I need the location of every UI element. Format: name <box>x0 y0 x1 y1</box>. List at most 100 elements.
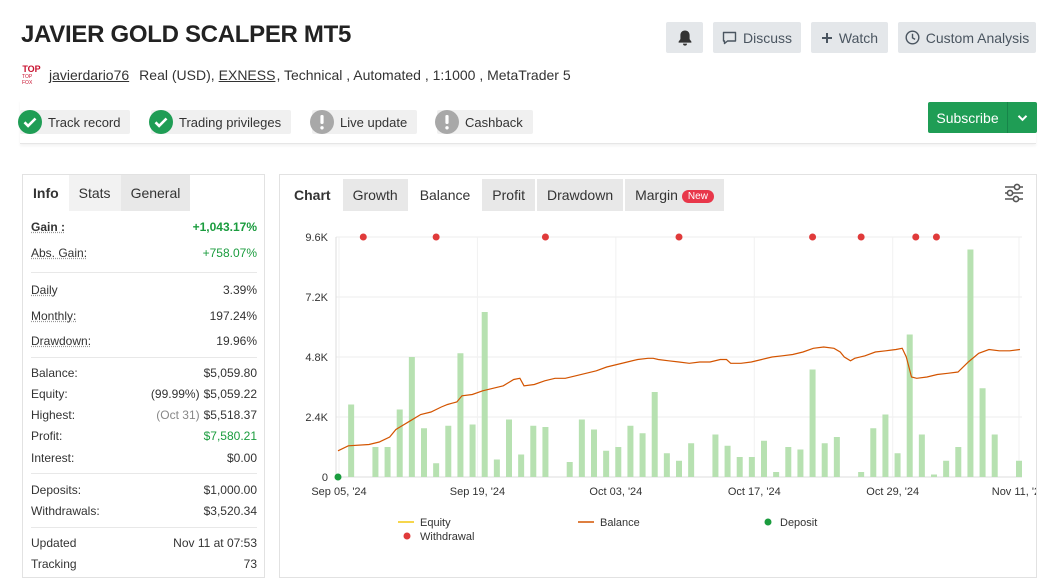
tab-balance[interactable]: Balance <box>409 179 481 211</box>
stat-label: Equity: <box>31 387 68 401</box>
stat-label[interactable]: Abs. Gain: <box>31 246 88 260</box>
settings-sliders-icon[interactable] <box>1002 181 1026 205</box>
profit-bar <box>991 434 998 477</box>
y-tick-label: 7.2K <box>305 292 328 304</box>
profit-bar <box>894 453 901 477</box>
stat-label: Updated <box>31 536 77 550</box>
trading-privileges-chip[interactable]: Trading privileges <box>149 110 292 134</box>
profit-bar <box>870 428 877 477</box>
profit-bar <box>1016 460 1022 477</box>
track-record-chip[interactable]: Track record <box>18 110 131 134</box>
subscribe-button[interactable]: Subscribe <box>936 109 999 126</box>
profit-bar <box>724 445 731 477</box>
profit-bar <box>542 427 549 477</box>
profit-bar <box>469 424 476 477</box>
withdrawal-point <box>857 233 865 241</box>
stat-label: Interest: <box>31 451 75 465</box>
tab-growth[interactable]: Growth <box>342 179 408 211</box>
profit-bar <box>639 433 646 477</box>
status-bar: Track record Trading privileges Live upd… <box>18 100 1036 144</box>
tab-profit[interactable]: Profit <box>482 179 535 211</box>
divider <box>31 527 257 528</box>
author-link[interactable]: javierdario76 <box>49 67 130 83</box>
custom-analysis-button[interactable]: Custom Analysis <box>898 22 1036 53</box>
tab-stats[interactable]: Stats <box>68 175 121 211</box>
watch-button[interactable]: Watch <box>811 22 888 53</box>
stat-tracking: Tracking 73 <box>31 557 257 571</box>
stat-value: $7,580.21 <box>203 429 257 443</box>
x-tick-label: Oct 17, '24 <box>728 486 781 498</box>
profit-bar <box>748 457 755 477</box>
plus-icon <box>821 32 833 44</box>
custom-analysis-label: Custom Analysis <box>925 29 1030 46</box>
profit-bar <box>421 428 427 477</box>
stat-label: Highest: <box>31 408 76 422</box>
withdrawal-point <box>932 233 940 241</box>
subscribe-dropdown-button[interactable] <box>1008 114 1037 122</box>
live-update-chip[interactable]: Live update <box>310 110 418 134</box>
profit-bar <box>955 447 962 477</box>
legend-deposit-swatch <box>764 518 772 526</box>
comment-icon <box>722 31 737 45</box>
profit-bar <box>712 434 719 477</box>
stat-label[interactable]: Gain : <box>31 220 66 234</box>
check-circle-icon <box>18 110 42 134</box>
bell-icon <box>677 29 693 47</box>
profit-bar <box>566 462 573 477</box>
notifications-button[interactable] <box>666 22 703 53</box>
broker-link[interactable]: EXNESS <box>218 67 276 83</box>
profit-bar <box>384 447 391 477</box>
x-tick-label: Sep 05, '24 <box>311 486 366 498</box>
profit-bar <box>578 419 585 477</box>
stat-updated: Updated Nov 11 at 07:53 <box>31 536 257 550</box>
stat-value: 3.39% <box>222 283 257 297</box>
tab-general[interactable]: General <box>120 175 191 211</box>
tab-drawdown[interactable]: Drawdown <box>536 179 624 211</box>
author-logo: TOP TOP FOX <box>22 64 41 86</box>
stat-value: 19.96% <box>216 334 257 348</box>
profit-bar <box>615 447 622 477</box>
legend-balance-label: Balance <box>600 517 640 529</box>
stat-label[interactable]: Daily <box>31 283 58 297</box>
chip-label: Live update <box>340 114 408 130</box>
tab-margin-label: Margin <box>635 187 678 203</box>
stat-value: Nov 11 at 07:53 <box>173 536 257 550</box>
profit-bar <box>591 429 597 477</box>
tab-info[interactable]: Info <box>23 175 69 211</box>
profit-bar <box>918 434 925 477</box>
stat-note: (99.99%) <box>150 387 200 401</box>
profit-bar <box>530 425 537 477</box>
stat-abs-gain: Abs. Gain: +758.07% <box>31 246 257 260</box>
stat-value: 197.24% <box>209 309 257 323</box>
x-tick-label: Oct 29, '24 <box>866 486 919 498</box>
stat-label[interactable]: Drawdown: <box>31 334 92 348</box>
divider <box>1007 102 1008 133</box>
check-circle-icon <box>149 110 173 134</box>
deposit-point <box>334 473 342 481</box>
stat-value: $0.00 <box>226 451 257 465</box>
profit-bar <box>651 392 658 477</box>
stat-deposits: Deposits: $1,000.00 <box>31 483 257 497</box>
stat-label: Tracking <box>31 557 77 571</box>
profit-bar <box>967 249 974 477</box>
profit-bar <box>506 419 512 477</box>
profit-bar <box>457 353 464 477</box>
stat-equity: Equity: (99.99%) $5,059.22 <box>31 387 257 401</box>
tab-chart[interactable]: Chart <box>284 179 341 211</box>
stat-note: (Oct 31) <box>156 408 200 422</box>
cashback-chip[interactable]: Cashback <box>435 110 533 134</box>
stat-amount: $5,059.22 <box>203 387 257 401</box>
stat-value: (99.99%) $5,059.22 <box>151 387 257 401</box>
profit-bar <box>408 357 415 477</box>
x-tick-label: Sep 19, '24 <box>450 486 505 498</box>
tab-margin[interactable]: Margin New <box>625 179 724 211</box>
stat-gain: Gain : +1,043.17% <box>31 220 257 234</box>
profit-bar <box>858 472 865 477</box>
profit-bar <box>663 453 670 477</box>
stat-label[interactable]: Monthly: <box>31 309 77 323</box>
discuss-button[interactable]: Discuss <box>713 22 801 53</box>
discuss-label: Discuss <box>742 29 792 46</box>
profit-bar <box>773 472 780 477</box>
profit-bar <box>821 443 828 477</box>
legend-withdrawal-swatch <box>403 532 411 540</box>
